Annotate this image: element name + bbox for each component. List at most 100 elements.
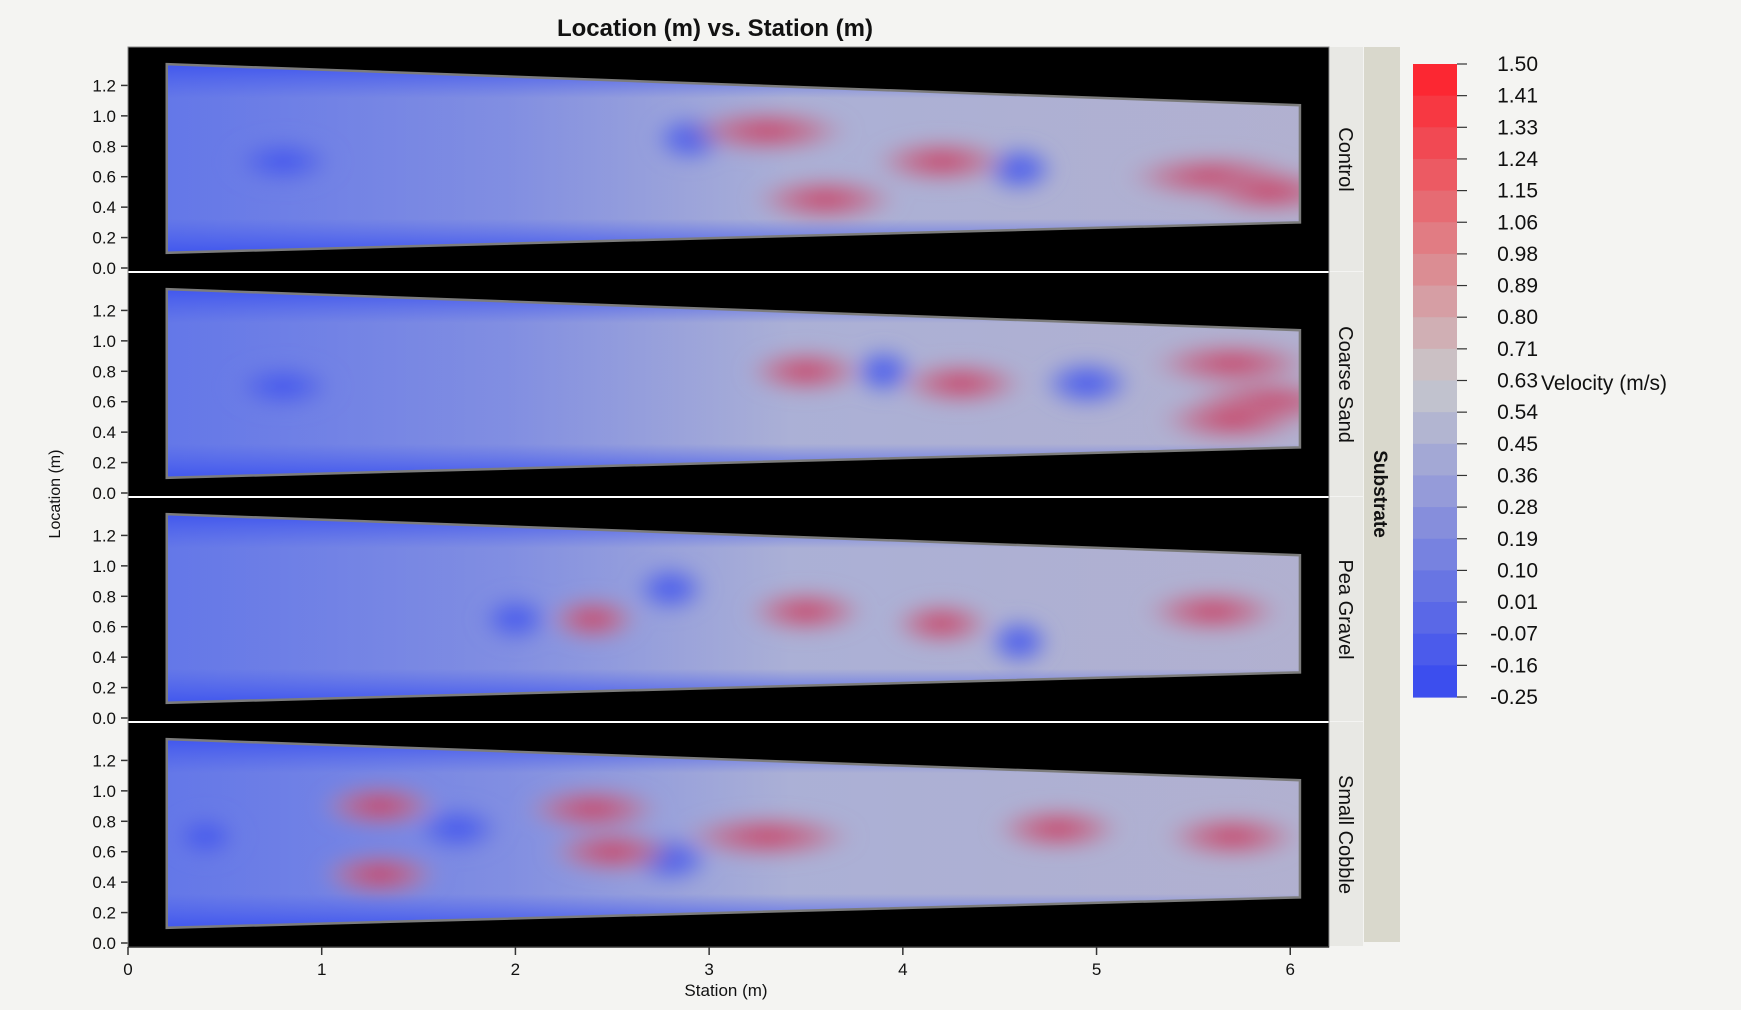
y-tick-label: 1.2 bbox=[92, 526, 116, 545]
colorbar-tick-label: 0.19 bbox=[1497, 528, 1538, 551]
y-tick-label: 0.0 bbox=[92, 484, 116, 503]
x-tick-label: 2 bbox=[511, 960, 520, 979]
facet-strip bbox=[1330, 722, 1363, 946]
panels-layer: Control 0.0 0.2 0.4 0.6 0.8 1.0 1.2 Coarse Sand 0… bbox=[92, 46, 1363, 953]
y-tick-label: 0.0 bbox=[92, 934, 116, 953]
colorbar-tick-label: 0.10 bbox=[1497, 559, 1538, 582]
x-tick-label: 4 bbox=[898, 960, 907, 979]
channel-outline bbox=[165, 512, 1302, 705]
colorbar-label: Velocity (m/s) bbox=[1541, 372, 1667, 395]
colorbar-band bbox=[1413, 190, 1457, 223]
facet-panel: Pea Gravel 0.0 0.2 0.4 0.6 0.8 1.0 1.2 bbox=[92, 496, 1363, 728]
x-axis-label: Station (m) bbox=[684, 981, 767, 1000]
y-tick-label: 0.4 bbox=[92, 648, 116, 667]
colorbar-tick-label: 1.41 bbox=[1497, 85, 1538, 108]
colorbar-band bbox=[1413, 538, 1457, 571]
y-tick-label: 0.6 bbox=[92, 393, 116, 412]
colorbar-band bbox=[1413, 475, 1457, 508]
colorbar-band bbox=[1413, 570, 1457, 603]
group-strip-label: Substrate bbox=[1369, 450, 1390, 538]
velocity-field bbox=[166, 64, 1300, 253]
colorbar-band bbox=[1413, 64, 1457, 97]
x-axis: 0 1 2 3 4 5 6 bbox=[123, 946, 1329, 979]
colorbar-band bbox=[1413, 158, 1457, 192]
y-tick-label: 0.6 bbox=[92, 618, 116, 637]
y-tick-label: 1.2 bbox=[92, 301, 116, 320]
colorbar-band bbox=[1413, 127, 1457, 160]
x-tick-label: 5 bbox=[1092, 960, 1101, 979]
colorbar-tick-label: 1.15 bbox=[1497, 180, 1538, 203]
y-tick-label: 0.8 bbox=[92, 137, 116, 156]
colorbar-band bbox=[1413, 633, 1457, 666]
y-tick-label: 0.2 bbox=[92, 904, 116, 923]
velocity-field bbox=[166, 739, 1300, 928]
colorbar-tick-label: 0.01 bbox=[1497, 591, 1538, 614]
x-tick-label: 1 bbox=[317, 960, 326, 979]
group-strip bbox=[1364, 47, 1400, 942]
x-tick-label: 3 bbox=[704, 960, 713, 979]
colorbar: 1.50 1.41 1.33 1.24 1.15 1.06 0.98 0.89 0.80 0.71… bbox=[1413, 53, 1538, 709]
y-tick-label: 1.0 bbox=[92, 557, 116, 576]
y-tick-label: 0.6 bbox=[92, 168, 116, 187]
channel-outline bbox=[165, 737, 1302, 930]
colorbar-tick-label: 0.89 bbox=[1497, 275, 1538, 298]
colorbar-tick-label: -0.16 bbox=[1490, 654, 1538, 677]
facet-panel: Control 0.0 0.2 0.4 0.6 0.8 1.0 1.2 bbox=[92, 47, 1363, 278]
y-tick-label: 0.0 bbox=[92, 259, 116, 278]
channel-edge-shading bbox=[166, 64, 1300, 253]
y-tick-label: 0.6 bbox=[92, 843, 116, 862]
velocity-field bbox=[166, 289, 1300, 478]
facet-strip-label: Coarse Sand bbox=[1334, 326, 1356, 443]
facet-panel: Coarse Sand 0.0 0.2 0.4 0.6 0.8 1.0 1.2 bbox=[92, 271, 1363, 503]
colorbar-tick-label: 0.45 bbox=[1497, 433, 1538, 456]
y-tick-label: 0.2 bbox=[92, 454, 116, 473]
colorbar-band bbox=[1413, 317, 1457, 350]
y-tick-label: 0.8 bbox=[92, 587, 116, 606]
y-tick-label: 1.2 bbox=[92, 76, 116, 95]
chart-title: Location (m) vs. Station (m) bbox=[557, 15, 873, 42]
y-tick-label: 0.2 bbox=[92, 229, 116, 248]
colorbar-band bbox=[1413, 95, 1457, 128]
y-tick-label: 0.8 bbox=[92, 362, 116, 381]
y-tick-label: 1.0 bbox=[92, 332, 116, 351]
y-tick-label: 0.0 bbox=[92, 709, 116, 728]
colorbar-tick-label: 1.50 bbox=[1497, 53, 1538, 76]
colorbar-tick-label: 1.06 bbox=[1497, 211, 1538, 234]
colorbar-band bbox=[1413, 380, 1457, 413]
colorbar-band bbox=[1413, 507, 1457, 540]
channel-edge-shading bbox=[166, 739, 1300, 928]
x-tick-label: 6 bbox=[1286, 960, 1295, 979]
channel-edge-shading bbox=[166, 289, 1300, 478]
y-tick-label: 0.4 bbox=[92, 873, 116, 892]
colorbar-tick-label: 0.80 bbox=[1497, 306, 1538, 329]
colorbar-band bbox=[1413, 665, 1457, 698]
y-tick-label: 0.4 bbox=[92, 198, 116, 217]
y-tick-label: 0.8 bbox=[92, 812, 116, 831]
colorbar-band bbox=[1413, 443, 1457, 477]
colorbar-tick-label: 0.54 bbox=[1497, 401, 1538, 424]
y-tick-label: 0.4 bbox=[92, 423, 116, 442]
colorbar-tick-label: 0.36 bbox=[1497, 464, 1538, 487]
facet-strip-label: Small Cobble bbox=[1334, 775, 1356, 894]
colorbar-band bbox=[1413, 412, 1457, 445]
colorbar-band bbox=[1413, 602, 1457, 635]
facet-strip-label: Pea Gravel bbox=[1334, 559, 1356, 659]
colorbar-tick-label: -0.07 bbox=[1490, 623, 1538, 646]
y-axis-label: Location (m) bbox=[47, 450, 64, 539]
colorbar-tick-label: 1.33 bbox=[1497, 116, 1538, 139]
facet-strip bbox=[1330, 497, 1363, 721]
channel-edge-shading bbox=[166, 514, 1300, 703]
channel-outline bbox=[165, 287, 1302, 480]
colorbar-tick-label: 0.28 bbox=[1497, 496, 1538, 519]
colorbar-tick-label: 1.24 bbox=[1497, 148, 1538, 171]
colorbar-tick-label: 0.71 bbox=[1497, 338, 1538, 361]
colorbar-band bbox=[1413, 285, 1457, 318]
colorbar-tick-label: 0.63 bbox=[1497, 370, 1538, 393]
x-tick-label: 0 bbox=[123, 960, 132, 979]
y-tick-label: 1.2 bbox=[92, 751, 116, 770]
colorbar-tick-label: -0.25 bbox=[1490, 686, 1538, 709]
facet-strip-label: Control bbox=[1334, 127, 1356, 191]
velocity-field bbox=[166, 514, 1300, 703]
colorbar-band bbox=[1413, 253, 1457, 287]
